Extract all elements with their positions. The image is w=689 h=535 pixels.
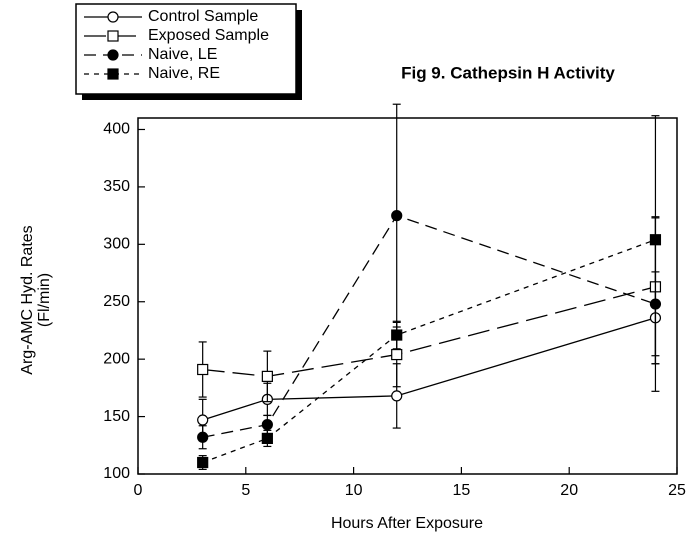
series-line	[202, 214, 656, 438]
x-tick-label: 20	[560, 482, 578, 499]
y-tick-label: 100	[103, 465, 130, 482]
y-tick-label: 200	[103, 350, 130, 367]
marker	[107, 68, 119, 80]
y-tick-label: 400	[103, 121, 130, 138]
x-tick-label: 5	[241, 482, 250, 499]
x-tick-label: 25	[668, 482, 686, 499]
marker	[107, 30, 119, 42]
marker	[391, 329, 403, 341]
marker	[107, 49, 119, 61]
x-tick-label: 15	[453, 482, 471, 499]
y-tick-label: 250	[103, 293, 130, 310]
plot-frame	[137, 117, 678, 475]
legend-label: Exposed Sample	[148, 27, 269, 44]
legend-label: Control Sample	[148, 8, 258, 25]
marker	[261, 419, 273, 431]
y-axis-label: Arg-AMC Hyd. Rates (Fl/min)	[19, 225, 53, 374]
marker	[391, 210, 403, 222]
x-axis-label: Hours After Exposure	[331, 515, 483, 532]
marker	[391, 348, 403, 361]
marker	[197, 363, 209, 376]
marker	[649, 234, 662, 246]
marker	[197, 431, 209, 443]
y-tick-label: 300	[103, 236, 130, 253]
series-line	[202, 239, 656, 464]
y-axis-label-line: (Fl/min)	[36, 273, 53, 327]
marker	[197, 414, 209, 426]
x-tick-label: 10	[345, 482, 363, 499]
marker	[197, 456, 209, 469]
y-tick-label: 150	[103, 408, 130, 425]
x-tick-label: 0	[134, 482, 143, 499]
chart-title: Fig 9. Cathepsin H Activity	[401, 63, 615, 82]
series-line	[202, 286, 656, 378]
y-tick-label: 350	[103, 178, 130, 195]
legend-label: Naive, RE	[148, 65, 220, 82]
marker	[261, 370, 273, 382]
legend-label: Naive, LE	[148, 46, 217, 63]
y-axis-label-line: Arg-AMC Hyd. Rates	[19, 225, 36, 374]
marker	[107, 11, 119, 23]
series-line	[202, 317, 656, 421]
marker	[391, 390, 403, 402]
marker	[261, 432, 273, 444]
